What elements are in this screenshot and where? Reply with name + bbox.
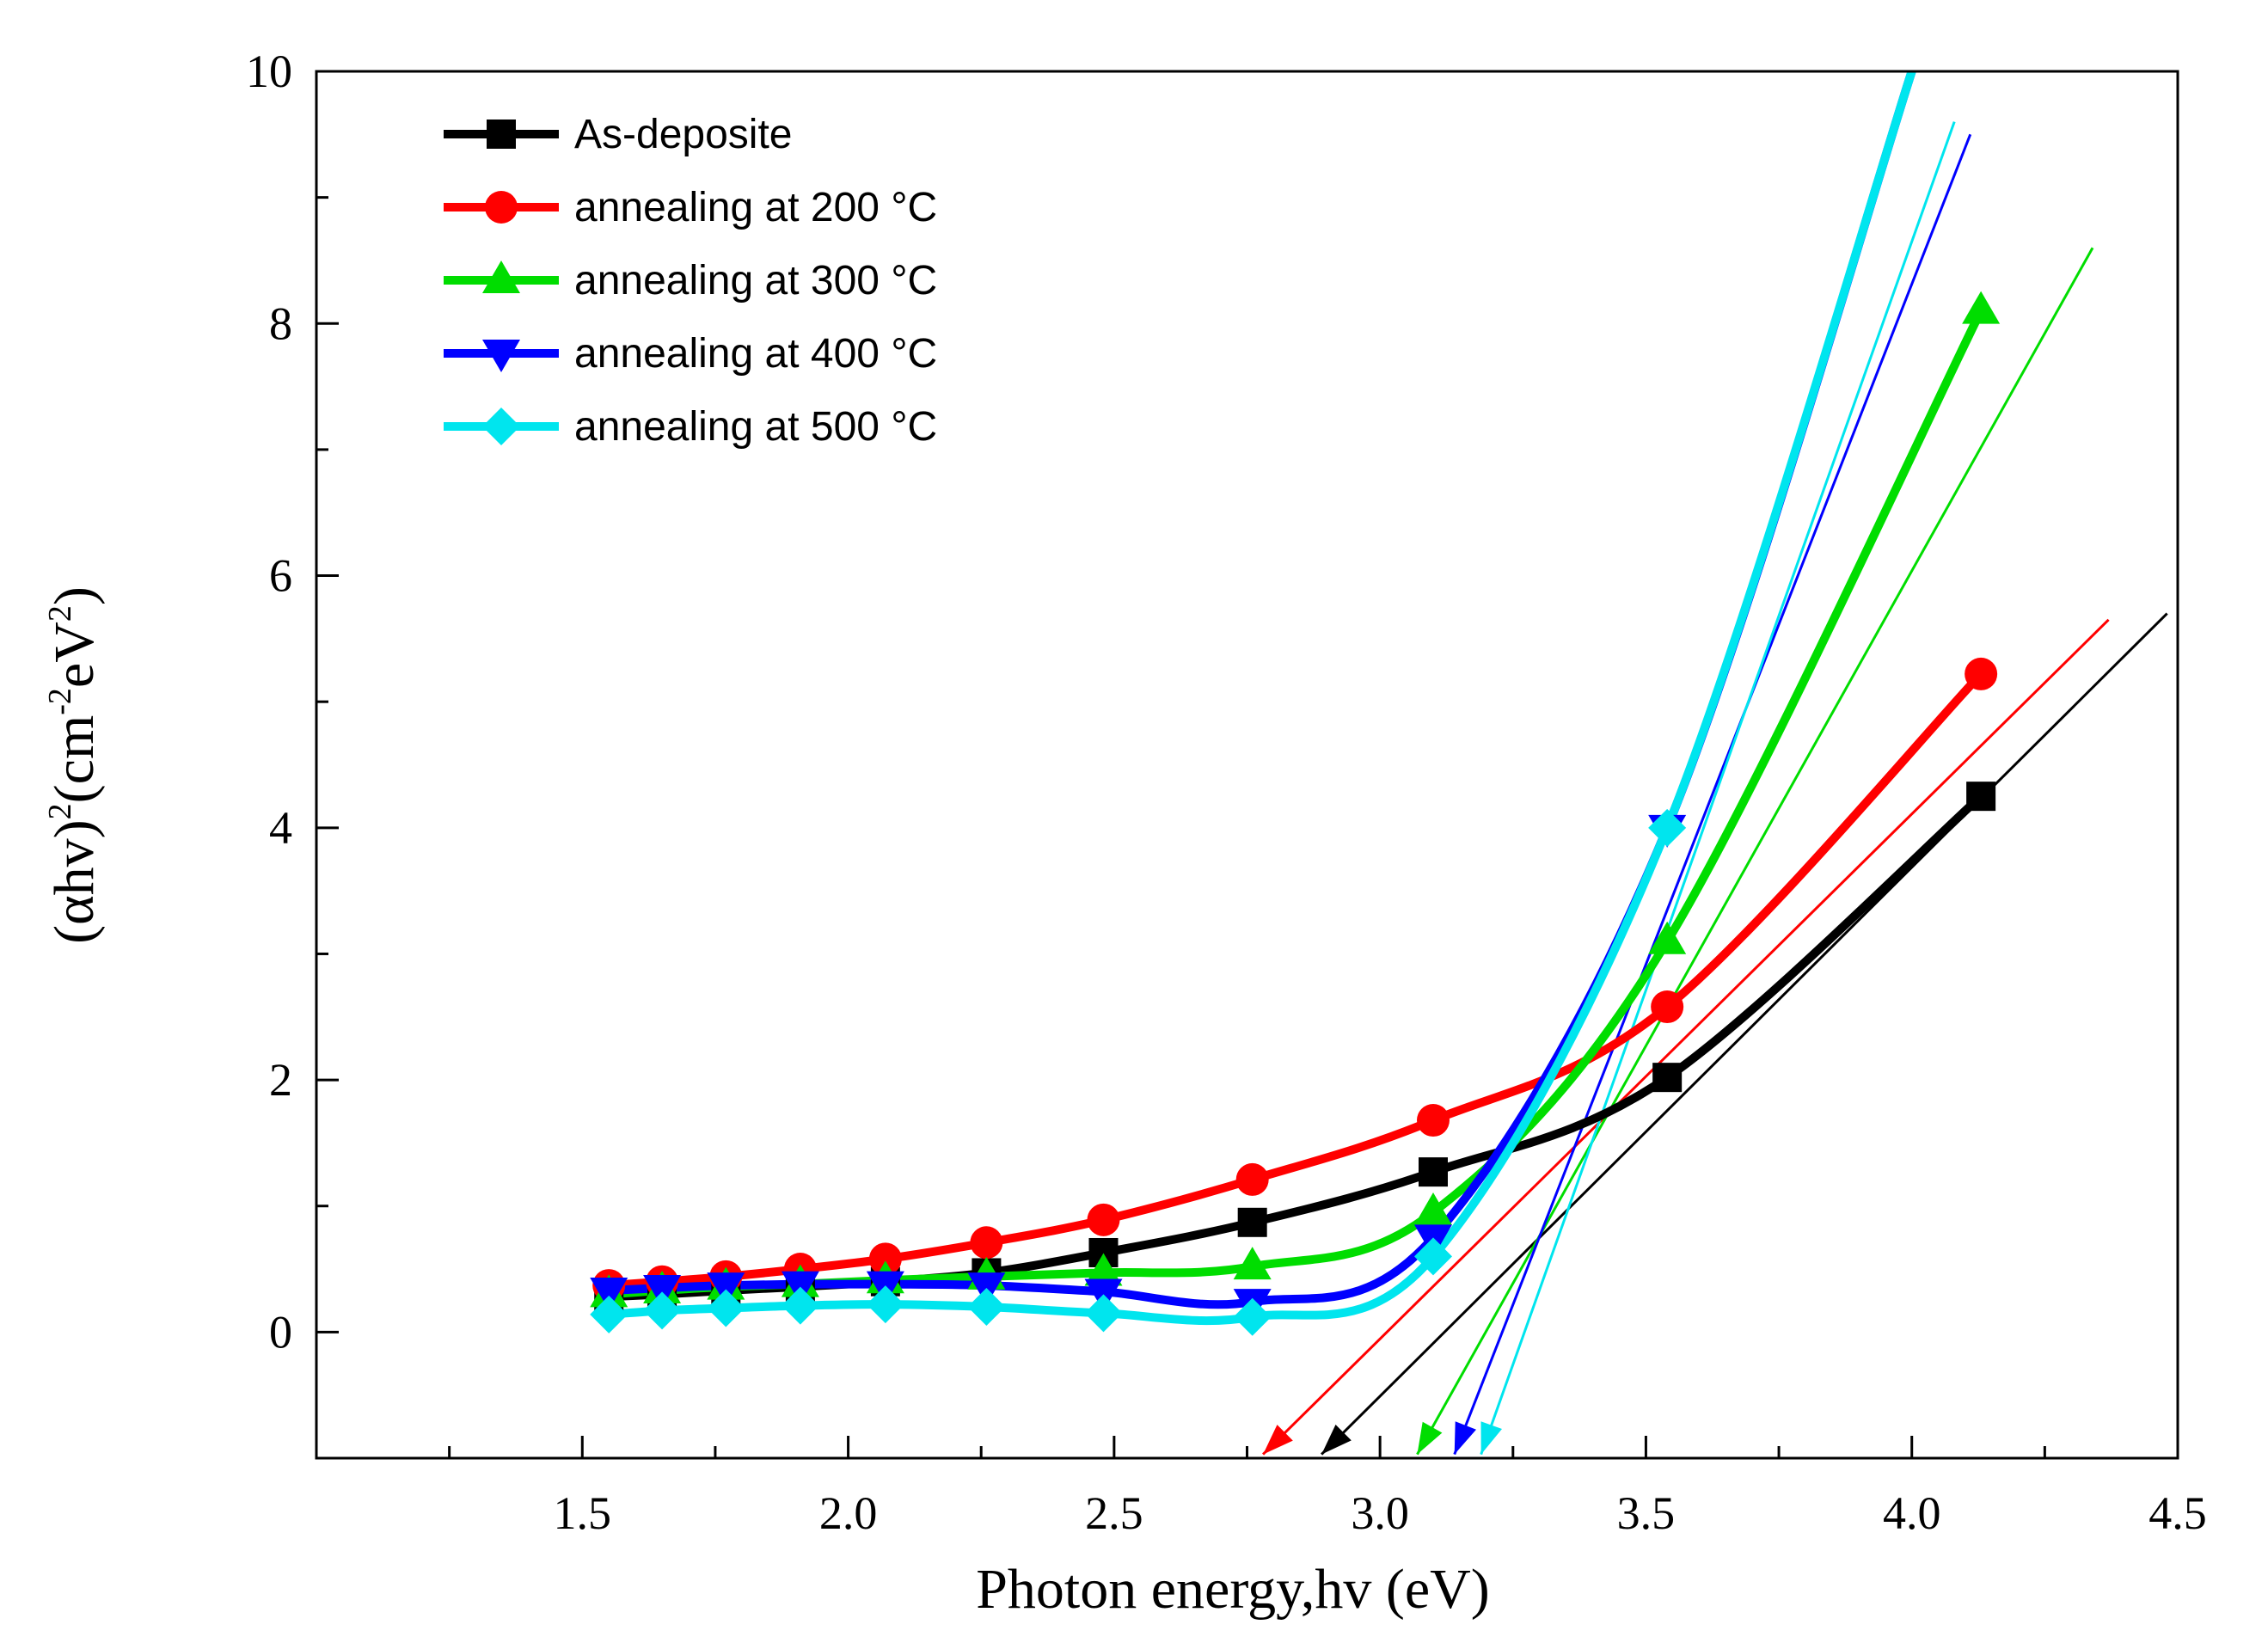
y-tick-label: 6 — [269, 550, 292, 602]
x-tick-label: 3.5 — [1617, 1487, 1676, 1539]
legend-entry-300c: annealing at 300 °C — [444, 258, 937, 303]
legend-label-500c: annealing at 500 °C — [574, 404, 937, 450]
tangent-line-annealing-at-400-c — [1453, 133, 1972, 1456]
series-line-annealing-at-300-c — [604, 306, 1986, 1299]
legend-label-as-deposite: As-deposite — [574, 112, 792, 157]
data-point-annealing-at-400-c — [707, 1272, 745, 1306]
y-tick-label: 0 — [269, 1306, 292, 1358]
data-point-annealing-at-200-c — [1417, 1104, 1450, 1137]
data-point-annealing-at-500-c — [866, 1285, 904, 1324]
data-point-annealing-at-200-c — [1087, 1203, 1120, 1236]
legend-label-400c: annealing at 400 °C — [574, 331, 937, 377]
y-axis-title: (αhv)2(cm-2eV2) — [42, 586, 106, 944]
legend-label-300c: annealing at 300 °C — [574, 258, 937, 303]
series-line-annealing-at-500-c — [604, 71, 1916, 1326]
legend-marker-diamond — [482, 408, 520, 445]
y-tick-label: 4 — [269, 802, 292, 854]
data-point-annealing-at-200-c — [1965, 657, 1998, 690]
legend: As-deposite annealing at 200 °C annealin… — [444, 112, 937, 450]
x-tick-label: 3.0 — [1351, 1487, 1409, 1539]
tangent-arrowhead — [1417, 1421, 1443, 1455]
data-point-annealing-at-200-c — [1235, 1162, 1269, 1196]
x-tick-label: 4.5 — [2148, 1487, 2207, 1539]
y-tick-label: 10 — [246, 46, 292, 97]
series-line-as-deposite — [604, 792, 1986, 1302]
data-point-annealing-at-400-c — [590, 1277, 628, 1310]
x-tick-label: 2.5 — [1085, 1487, 1143, 1539]
legend-marker-triangle-up — [482, 261, 520, 293]
y-tick-label: 8 — [269, 297, 292, 349]
y-tick-label: 2 — [269, 1054, 292, 1106]
data-point-annealing-at-300-c — [1084, 1253, 1123, 1286]
legend-entry-400c: annealing at 400 °C — [444, 331, 937, 377]
data-point-annealing-at-400-c — [643, 1275, 682, 1309]
legend-entry-200c: annealing at 200 °C — [444, 185, 937, 230]
tangent-arrowhead — [1454, 1421, 1476, 1455]
tangent-arrowhead — [1321, 1425, 1352, 1455]
data-point-annealing-at-500-c — [967, 1288, 1006, 1327]
data-point-annealing-at-500-c — [1648, 808, 1687, 847]
data-point-annealing-at-500-c — [590, 1295, 628, 1333]
tangent-arrowhead — [1480, 1421, 1502, 1455]
data-point-annealing-at-300-c — [1962, 291, 2001, 324]
tangent-line-annealing-at-500-c — [1480, 121, 1956, 1456]
legend-marker-circle — [485, 191, 518, 224]
data-point-as-deposite — [1966, 782, 1996, 812]
tangent-line-annealing-at-200-c — [1262, 618, 2110, 1456]
tangent-line-as-deposite — [1321, 612, 2168, 1456]
tangent-line-annealing-at-300-c — [1416, 247, 2094, 1456]
legend-entry-as-deposite: As-deposite — [444, 112, 792, 157]
data-point-annealing-at-300-c — [1414, 1192, 1452, 1226]
x-tick-label: 2.0 — [819, 1487, 878, 1539]
data-point-annealing-at-300-c — [1648, 921, 1687, 954]
data-point-annealing-at-500-c — [643, 1291, 682, 1330]
legend-entry-500c: annealing at 500 °C — [444, 404, 937, 450]
data-point-annealing-at-500-c — [707, 1289, 745, 1327]
data-point-as-deposite — [1652, 1063, 1683, 1093]
data-point-as-deposite — [1419, 1157, 1448, 1187]
data-point-annealing-at-500-c — [1414, 1237, 1452, 1276]
tangent-arrowhead — [1263, 1425, 1293, 1455]
data-point-annealing-at-200-c — [970, 1226, 1003, 1260]
data-point-annealing-at-500-c — [781, 1286, 819, 1325]
x-axis-title: Photon energy,hv (eV) — [976, 1558, 1490, 1621]
x-tick-label: 1.5 — [554, 1487, 612, 1539]
series-line-annealing-at-200-c — [604, 669, 1986, 1290]
data-point-annealing-at-500-c — [1233, 1297, 1272, 1336]
data-point-as-deposite — [1237, 1207, 1267, 1237]
x-tick-label: 4.0 — [1883, 1487, 1941, 1539]
data-point-annealing-at-500-c — [1084, 1294, 1123, 1333]
data-point-annealing-at-200-c — [1651, 990, 1684, 1024]
legend-marker-triangle-down — [482, 340, 520, 372]
data-point-annealing-at-300-c — [1233, 1247, 1272, 1280]
legend-label-200c: annealing at 200 °C — [574, 185, 937, 230]
data-point-annealing-at-200-c — [868, 1242, 902, 1276]
legend-marker-square — [487, 120, 516, 149]
